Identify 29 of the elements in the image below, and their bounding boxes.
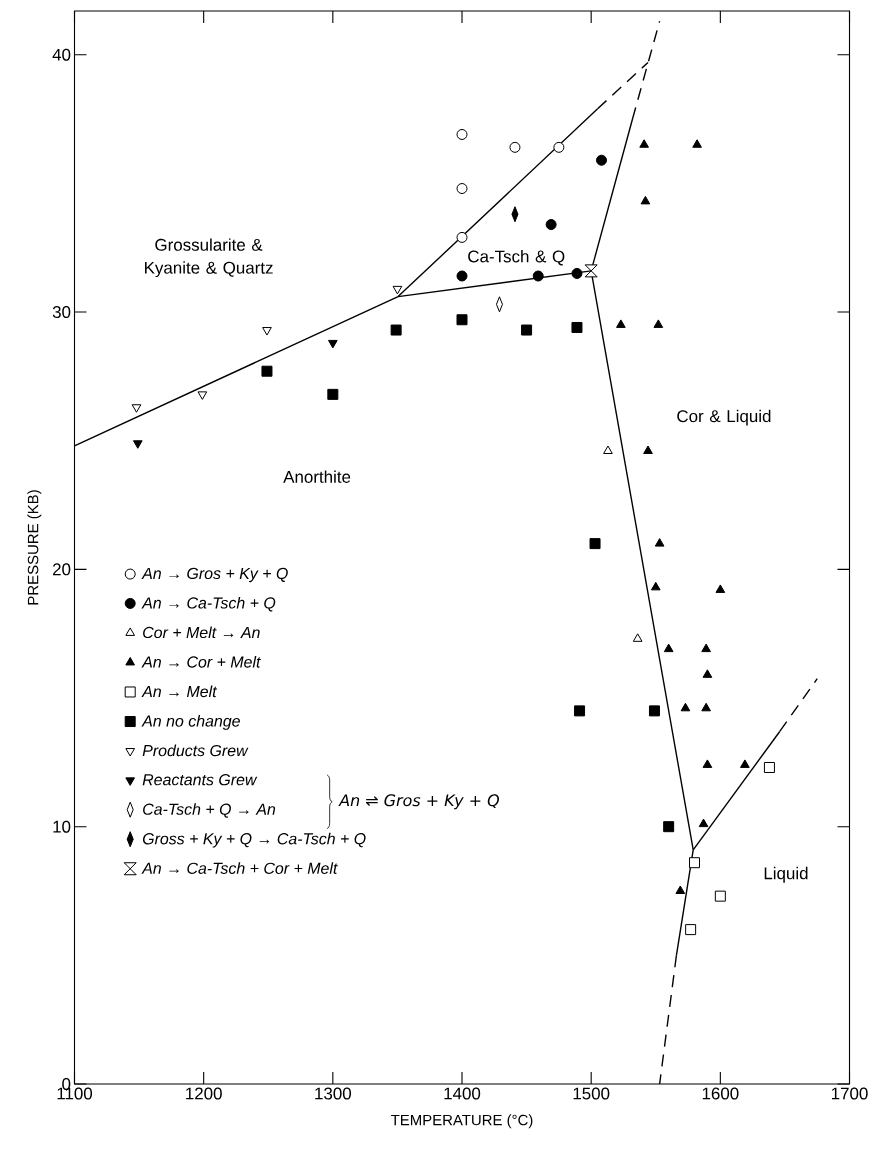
legend-label: An → Ca-Tsch + Cor + Melt (141, 862, 338, 874)
legend-label: Reactants Grew (142, 774, 258, 786)
x-tick-label: 1500 (573, 1087, 610, 1100)
annotation: Ca-Tsch & Q (468, 250, 565, 266)
annotation: Cor & Liquid (677, 409, 771, 426)
annotation: Liquid (764, 866, 808, 883)
y-tick-label: 30 (52, 306, 71, 319)
x-tick-label: 1200 (186, 1087, 222, 1100)
y-tick-label: 40 (52, 48, 71, 61)
x-tick-label: 1600 (702, 1087, 739, 1100)
legend-label: Gross + Ky + Q → Ca-Tsch + Q (142, 832, 366, 848)
legend-label: Cor + Melt → An (143, 626, 260, 639)
legend-label: An → Gros + Ky + Q (141, 567, 288, 583)
x-tick-label: 1300 (315, 1087, 352, 1100)
legend-label: Ca-Tsch + Q → An (143, 803, 276, 818)
legend-label: An → Melt (141, 685, 218, 698)
x-tick-label: 1400 (444, 1087, 481, 1100)
annotation: Anorthite (283, 470, 351, 483)
legend-label: An → Cor + Melt (141, 655, 261, 668)
legend-label: An no change (141, 715, 240, 730)
annotation: Grossularite & Kyanite & Quartz (145, 238, 273, 278)
y-tick-label: 10 (53, 820, 71, 833)
y-axis-title: PRESSURE (KB) (27, 490, 42, 605)
legend-label: Products Grew (142, 744, 249, 757)
x-tick-label: 1700 (831, 1087, 868, 1100)
annotation: An ⇌ Gros + Ky + Q (338, 794, 500, 810)
legend-label: An → Ca-Tsch + Q (141, 596, 276, 612)
x-axis-title: TEMPERATURE (°C) (390, 1114, 533, 1129)
y-tick-label: 20 (53, 563, 71, 576)
